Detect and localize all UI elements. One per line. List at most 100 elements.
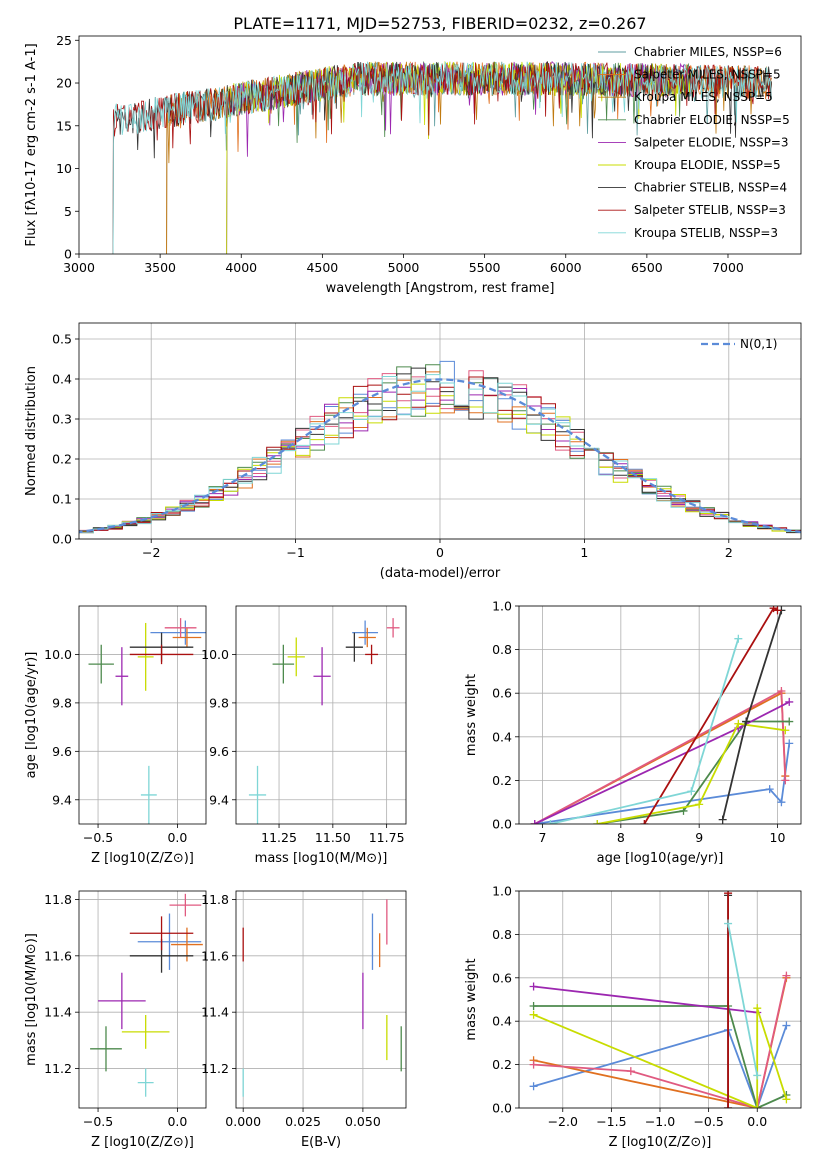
x-tick-label: 3000: [63, 260, 95, 275]
x-axis-label: wavelength [Angstrom, rest frame]: [326, 281, 555, 296]
y-tick-label: 0.4: [492, 1014, 512, 1029]
series-marker: [773, 606, 782, 615]
x-axis-label: Z [log10(Z/Z⊙)]: [91, 1135, 194, 1150]
series-marker: [734, 634, 743, 643]
axes-frame: [78, 890, 207, 1109]
x-tick-label: 5000: [388, 260, 420, 275]
age_vs_Z-panel: −0.5 0.0 9.4 9.6 9.8 10.0 Z [log10(Z/Z⊙)] age […: [24, 605, 207, 866]
y-tick-label: 10.0: [201, 647, 229, 662]
data-point: [98, 972, 146, 1030]
x-tick-label: 5500: [469, 260, 501, 275]
y-tick-label: 9.6: [209, 744, 229, 759]
series-marker: [742, 717, 751, 726]
series-marker: [695, 800, 704, 809]
x-tick-label: −1.5: [596, 1114, 626, 1129]
x-tick-label: 7000: [712, 260, 744, 275]
x-tick-label: 7: [539, 830, 547, 845]
legend-label: N(0,1): [740, 337, 777, 351]
y-tick-label: 11.6: [201, 948, 229, 963]
axes-frame: [78, 605, 207, 825]
legend-label: Chabrier STELIB, NSSP=4: [634, 181, 787, 195]
series-marker: [529, 1002, 538, 1011]
plot-area: [90, 893, 203, 1097]
figure-title: PLATE=1171, MJD=52753, FIBERID=0232, z=0…: [233, 14, 646, 33]
y-tick-label: 11.8: [44, 892, 72, 907]
x-tick-label: 4500: [306, 260, 338, 275]
series-line: [597, 720, 790, 824]
series-marker: [753, 1071, 762, 1080]
data-point: [129, 644, 194, 665]
plot-area: [88, 618, 206, 824]
x-tick-label: −0.5: [83, 1114, 113, 1129]
series-marker: [734, 719, 743, 728]
x-tick-label: 9: [695, 830, 703, 845]
y-tick-label: 11.4: [44, 1005, 72, 1020]
y-tick-label: 9.6: [52, 744, 72, 759]
axes-frame: [235, 605, 407, 825]
plot-area: [529, 891, 791, 1108]
x-axis-label: mass [log10(M/M⊙)]: [255, 851, 388, 866]
x-tick-label: 6500: [631, 260, 663, 275]
y-tick-label: 0.2: [52, 452, 72, 467]
y-tick-label: 0.0: [492, 1101, 512, 1116]
series-marker: [777, 687, 786, 696]
x-tick-label: −1: [286, 545, 304, 560]
series-line: [533, 1005, 787, 1108]
series-marker: [529, 1010, 538, 1019]
legend-label: Salpeter STELIB, NSSP=3: [634, 203, 786, 217]
x-tick-label: 4000: [225, 260, 257, 275]
y-tick-label: 11.2: [201, 1061, 229, 1076]
data-point: [313, 647, 331, 706]
y-tick-label: 0.6: [492, 970, 512, 985]
normal-curve: [79, 378, 801, 534]
y-tick-label: 25: [56, 33, 72, 48]
y-tick-label: 5: [64, 204, 72, 219]
series-marker: [724, 919, 733, 928]
series-marker: [777, 798, 786, 807]
data-point: [121, 1015, 170, 1049]
y-tick-label: 0.8: [492, 927, 512, 942]
data-point: [345, 632, 363, 662]
y-axis-label: Normed distribution: [24, 366, 39, 496]
x-tick-label: 1: [580, 545, 588, 560]
series-line: [533, 975, 788, 1108]
x-tick-label: −0.5: [83, 830, 113, 845]
data-point: [115, 647, 129, 706]
y-tick-label: 0.0: [52, 532, 72, 547]
series-marker: [753, 1004, 762, 1013]
spectrum-line: [112, 60, 772, 254]
y-tick-label: 9.4: [209, 792, 229, 807]
y-tick-label: 1.0: [492, 884, 512, 899]
data-point: [272, 644, 295, 684]
data-point: [248, 765, 267, 824]
axes-frame: [518, 890, 802, 1109]
y-tick-label: 9.4: [52, 792, 72, 807]
legend-label: Kroupa ELODIE, NSSP=5: [634, 158, 781, 172]
series-line: [721, 610, 783, 820]
x-tick-label: 11.50: [315, 830, 351, 845]
series-marker: [785, 717, 794, 726]
series-marker: [529, 1060, 538, 1069]
y-axis-label: Flux [fλ10-17 erg cm-2 s-1 A-1]: [24, 43, 39, 246]
series-marker: [724, 891, 733, 898]
series-marker: [529, 982, 538, 991]
data-point: [137, 622, 154, 691]
x-tick-label: 0.000: [225, 1114, 261, 1129]
axes-frame: [518, 605, 802, 825]
y-tick-label: 0.8: [492, 642, 512, 657]
x-tick-label: 11.25: [261, 830, 297, 845]
legend-label: Salpeter MILES, NSSP=5: [634, 68, 781, 82]
series-marker: [529, 1082, 538, 1091]
x-tick-label: −2: [142, 545, 160, 560]
y-tick-label: 11.6: [44, 948, 72, 963]
y-tick-label: 1.0: [492, 599, 512, 614]
y-tick-label: 15: [56, 118, 72, 133]
series-line: [533, 1025, 788, 1108]
data-point: [386, 618, 400, 638]
series-marker: [718, 815, 727, 824]
y-tick-label: 0.4: [492, 729, 512, 744]
x-tick-label: 3500: [144, 260, 176, 275]
series-marker: [753, 1104, 762, 1108]
plot-area: [248, 618, 400, 824]
data-point: [88, 644, 114, 684]
